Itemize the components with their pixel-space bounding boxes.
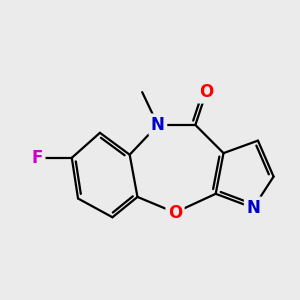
Text: O: O <box>168 204 182 222</box>
Text: N: N <box>151 116 165 134</box>
Text: F: F <box>32 149 43 167</box>
Text: N: N <box>246 199 260 217</box>
Text: O: O <box>199 83 213 101</box>
